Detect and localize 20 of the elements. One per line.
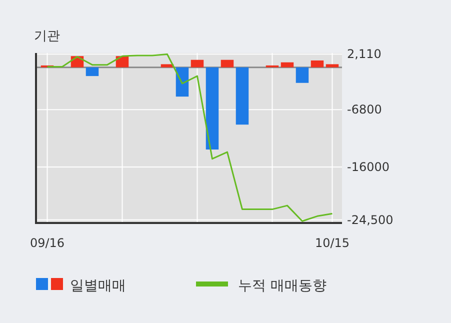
bar bbox=[160, 64, 174, 68]
bar bbox=[310, 60, 324, 68]
legend-label: 누적 매매동향 bbox=[238, 278, 326, 294]
x-tick-label: 10/15 bbox=[314, 236, 350, 250]
bar bbox=[86, 67, 99, 76]
bar bbox=[280, 62, 294, 68]
bar bbox=[236, 67, 249, 125]
bar bbox=[206, 67, 219, 150]
legend-label: 일별매매 bbox=[70, 278, 126, 294]
y-tick-label: -24,500 bbox=[347, 212, 394, 227]
bar bbox=[190, 60, 204, 68]
line-series bbox=[46, 53, 333, 222]
bar bbox=[296, 67, 309, 83]
y-tick-label: -16000 bbox=[347, 160, 390, 174]
x-tick-label: 09/16 bbox=[30, 236, 65, 250]
bar bbox=[220, 60, 234, 68]
y-tick-label: 2,110 bbox=[347, 47, 382, 62]
y-tick-label: -6800 bbox=[347, 102, 382, 117]
chart-title: 기관 bbox=[34, 29, 60, 44]
bar bbox=[326, 64, 339, 68]
